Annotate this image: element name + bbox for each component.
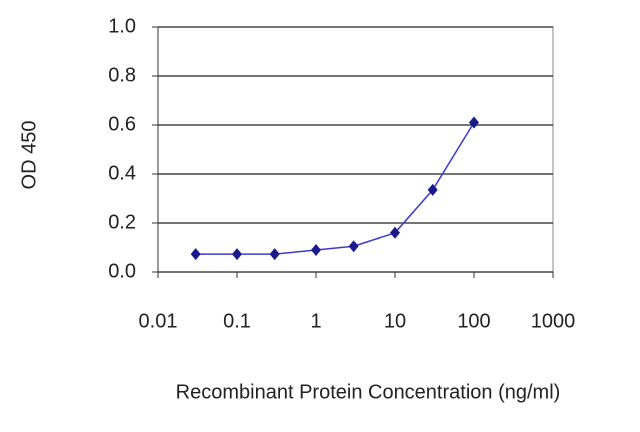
data-point [190, 248, 201, 261]
y-tick-label: 0.8 [108, 64, 136, 86]
x-tick-label: 1000 [531, 310, 576, 332]
y-axis-label: OD 450 [18, 121, 40, 190]
data-point [390, 226, 400, 239]
data-point [427, 183, 438, 196]
x-tick-label: 10 [384, 310, 406, 332]
data-point [348, 240, 359, 253]
y-tick-label: 0.4 [108, 162, 136, 184]
data-point [311, 243, 321, 256]
y-tick-label: 0.2 [108, 211, 136, 233]
plot-area [157, 26, 554, 273]
data-point [232, 248, 242, 261]
y-tick-label: 1.0 [108, 15, 136, 37]
y-tick-label: 0.0 [108, 260, 136, 282]
x-tick-label: 1 [310, 310, 321, 332]
data-point [269, 248, 280, 261]
x-tick-label: 0.1 [223, 310, 251, 332]
x-axis-label: Recombinant Protein Concentration (ng/ml… [176, 381, 561, 403]
data-line [195, 122, 475, 255]
x-tick-label: 100 [457, 310, 490, 332]
x-tick-label: 0.01 [139, 310, 178, 332]
data-point [469, 116, 479, 129]
y-tick-label: 0.6 [108, 113, 136, 135]
